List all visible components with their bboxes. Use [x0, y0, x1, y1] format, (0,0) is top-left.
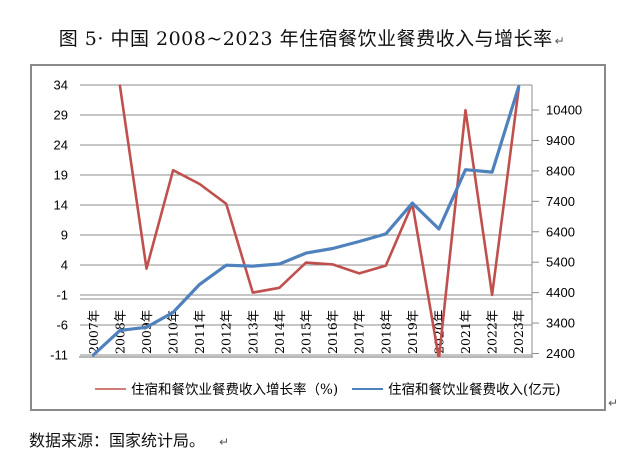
figure-title: 图 5· 中国 2008~2023 年住宿餐饮业餐费收入与增长率 ↵: [0, 24, 624, 51]
x-axis-year-label: 2015年: [299, 310, 314, 354]
paragraph-mark-icon: ↵: [608, 396, 619, 410]
legend: 住宿和餐饮业餐费收入增长率（%) 住宿和餐饮业餐费收入(亿元): [95, 381, 561, 398]
figure-title-text: 图 5· 中国 2008~2023 年住宿餐饮业餐费收入与增长率: [58, 28, 553, 50]
legend-label: 住宿和餐饮业餐费收入(亿元): [388, 381, 561, 398]
left-axis-tick-label: 14: [54, 198, 68, 213]
x-axis-year-label: 2010年: [166, 310, 181, 354]
right-axis-tick-label: 7400: [546, 194, 575, 209]
gridlines: [80, 84, 532, 356]
right-axis-tick-label: 3400: [546, 316, 575, 331]
x-axis-year-label: 2011年: [192, 310, 207, 354]
right-axis-tick-label: 4400: [546, 285, 575, 300]
left-axis-tick-label: -1: [56, 288, 68, 303]
left-axis-tick-label: 34: [54, 78, 68, 93]
left-axis-tick-label: -6: [56, 318, 68, 333]
legend-label: 住宿和餐饮业餐费收入增长率（%): [131, 381, 338, 398]
right-axis-tick-label: 8400: [546, 163, 575, 178]
x-axis-year-label: 2009年: [139, 310, 154, 354]
left-axis-tick-label: 9: [61, 228, 68, 243]
right-axis-tick-label: 10400: [546, 103, 582, 118]
data-source-note: 数据来源：国家统计局。 ↵: [29, 427, 229, 451]
x-axis-labels: 2007年 2008年 2009年 2010年 2011年 2012年 2013年 2014年…: [86, 310, 526, 354]
x-axis-year-label: 2018年: [378, 310, 393, 354]
left-axis-tick-label: 4: [61, 258, 68, 273]
x-axis-year-label: 2019年: [405, 310, 420, 354]
x-axis-year-label: 2023年: [511, 310, 526, 354]
right-axis-tick-label: 6400: [546, 224, 575, 239]
x-axis-year-label: 2017年: [352, 310, 367, 354]
right-axis-tick-label: 5400: [546, 255, 575, 270]
x-axis-year-label: 2022年: [485, 310, 500, 354]
x-axis-year-label: 2007年: [86, 310, 101, 354]
x-axis-year-label: 2016年: [325, 310, 340, 354]
right-axis-labels: 10400 9400 8400 7400 6400 5400 4400 3400 2400: [532, 103, 582, 361]
left-axis-labels: 34 29 24 19 14 9 4 -1 -6 -11: [50, 78, 68, 363]
series-lines: [91, 84, 521, 358]
axis-lines: [79, 85, 533, 358]
growth-rate-line: [118, 84, 521, 358]
right-axis-tick-label: 9400: [546, 133, 575, 148]
left-axis-tick-label: 24: [54, 138, 68, 153]
data-source-text: 数据来源：国家统计局。: [29, 431, 206, 450]
left-axis-tick-label: 29: [54, 108, 68, 123]
revenue-line: [91, 84, 521, 357]
right-axis-tick-label: 2400: [546, 346, 575, 361]
paragraph-mark-icon: ↵: [219, 435, 230, 449]
x-axis-year-label: 2013年: [245, 310, 260, 354]
left-axis-tick-label: -11: [50, 348, 68, 363]
x-axis-year-label: 2021年: [458, 310, 473, 354]
paragraph-mark-icon: ↵: [554, 34, 566, 48]
x-axis-year-label: 2014年: [272, 310, 287, 354]
x-axis-year-label: 2012年: [219, 310, 234, 354]
left-axis-tick-label: 19: [54, 168, 68, 183]
